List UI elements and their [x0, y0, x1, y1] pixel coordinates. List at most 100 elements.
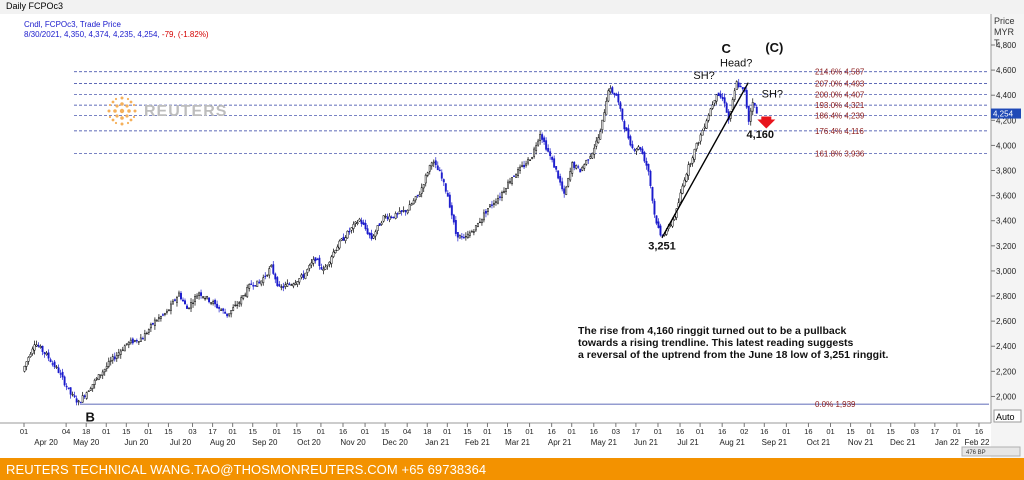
candle-body [302, 274, 305, 278]
candle-body [204, 297, 207, 300]
y-tick-label: 3,600 [996, 192, 1017, 201]
candle-body [234, 304, 237, 307]
candle-body [444, 183, 447, 192]
y-tick-label: 2,600 [996, 317, 1017, 326]
candle-body [723, 97, 726, 104]
candle-body [220, 309, 223, 311]
candle-body [133, 339, 136, 342]
candle-body [27, 357, 30, 362]
candle-body [212, 301, 215, 304]
x-day-label: 01 [317, 427, 325, 436]
auto-button[interactable] [993, 409, 1022, 423]
candle-body [141, 338, 144, 340]
candle-body [272, 264, 275, 274]
candle-body [174, 299, 176, 301]
candle-body [683, 179, 686, 187]
x-day-label: 01 [696, 427, 704, 436]
candle-body [755, 106, 758, 114]
candle-body [93, 379, 96, 385]
y-tick-label: 4,000 [996, 141, 1017, 150]
candle-body [105, 366, 108, 369]
candle-body [378, 223, 381, 226]
x-month-label: Sep 21 [762, 438, 788, 447]
y-tick-label: 3,200 [996, 242, 1017, 251]
candle-body [292, 283, 295, 287]
candle-body [172, 300, 174, 305]
candle-body [163, 313, 166, 315]
candle-body [170, 303, 172, 311]
candle-body [426, 172, 429, 176]
x-month-label: Dec 21 [890, 438, 916, 447]
candle-body [384, 215, 387, 218]
candle-body [531, 157, 534, 159]
candle-body [733, 90, 736, 100]
candle-body [402, 210, 405, 212]
x-month-label: Oct 21 [807, 438, 831, 447]
candle-body [75, 398, 78, 403]
candle-body [693, 149, 696, 160]
fib-label: 161.8% 3,936 [815, 149, 865, 158]
auto-button-label: Auto [996, 412, 1015, 422]
x-day-label: 01 [144, 427, 152, 436]
x-day-label: 01 [273, 427, 281, 436]
candle-body [605, 101, 608, 115]
candle-body [45, 352, 48, 355]
candle-body [394, 213, 397, 219]
candle-body [699, 134, 702, 142]
candle-body [318, 257, 321, 267]
candle-body [43, 352, 46, 354]
candle-body [545, 140, 548, 150]
candle-body [523, 164, 526, 168]
candle-body [657, 221, 660, 228]
candle-body [216, 303, 219, 308]
candle-body [25, 361, 28, 367]
y-tick-label: 4,400 [996, 91, 1017, 100]
x-month-label: Feb 22 [965, 438, 990, 447]
fib-label: 193.0% 4,321 [815, 101, 865, 110]
candle-body [448, 194, 451, 208]
x-month-label: Jun 20 [124, 438, 149, 447]
fib-label: 207.0% 4,493 [815, 80, 865, 89]
candle-body [619, 102, 622, 109]
candle-body [486, 208, 489, 212]
candle-body [641, 148, 644, 154]
scroll-indicator[interactable] [961, 446, 1021, 457]
candle-body [645, 161, 648, 166]
candle-body [709, 108, 712, 117]
commentary-line: a reversal of the uptrend from the June … [578, 349, 888, 361]
candle-body [537, 140, 540, 146]
x-month-label: Oct 20 [297, 438, 321, 447]
scroll-indicator-label: 476 BP [966, 450, 986, 456]
candle-body [208, 297, 211, 303]
ohlc-change: -79, (-1.82%) [162, 30, 209, 39]
candle-body [635, 148, 638, 152]
candle-body [202, 296, 205, 298]
candle-body [573, 161, 576, 168]
candle-body [472, 231, 475, 233]
candle-body [89, 388, 92, 391]
candle-body [454, 220, 457, 234]
x-day-label: 16 [547, 427, 555, 436]
candle-body [549, 151, 552, 156]
wave-annotation: (C) [765, 40, 783, 55]
candle-body [432, 161, 435, 164]
candle-body [192, 302, 194, 304]
y-tick-label: 3,400 [996, 217, 1017, 226]
candle-body [739, 85, 742, 88]
axis-panel [991, 14, 1024, 458]
candle-body [330, 256, 333, 264]
candle-body [312, 259, 315, 264]
candle-body [356, 222, 359, 224]
candle-body [511, 177, 513, 184]
x-month-label: Apr 21 [548, 438, 572, 447]
candle-body [476, 223, 479, 228]
x-day-label: 04 [403, 427, 411, 436]
candle-body [478, 221, 481, 224]
candle-body [135, 340, 138, 342]
title-bar: Daily FCPOc3 [0, 0, 1024, 15]
candle-body [418, 194, 421, 197]
wave-annotation: 3,251 [648, 241, 676, 253]
candle-body [270, 264, 273, 268]
y-tick-label: 4,200 [996, 116, 1017, 125]
